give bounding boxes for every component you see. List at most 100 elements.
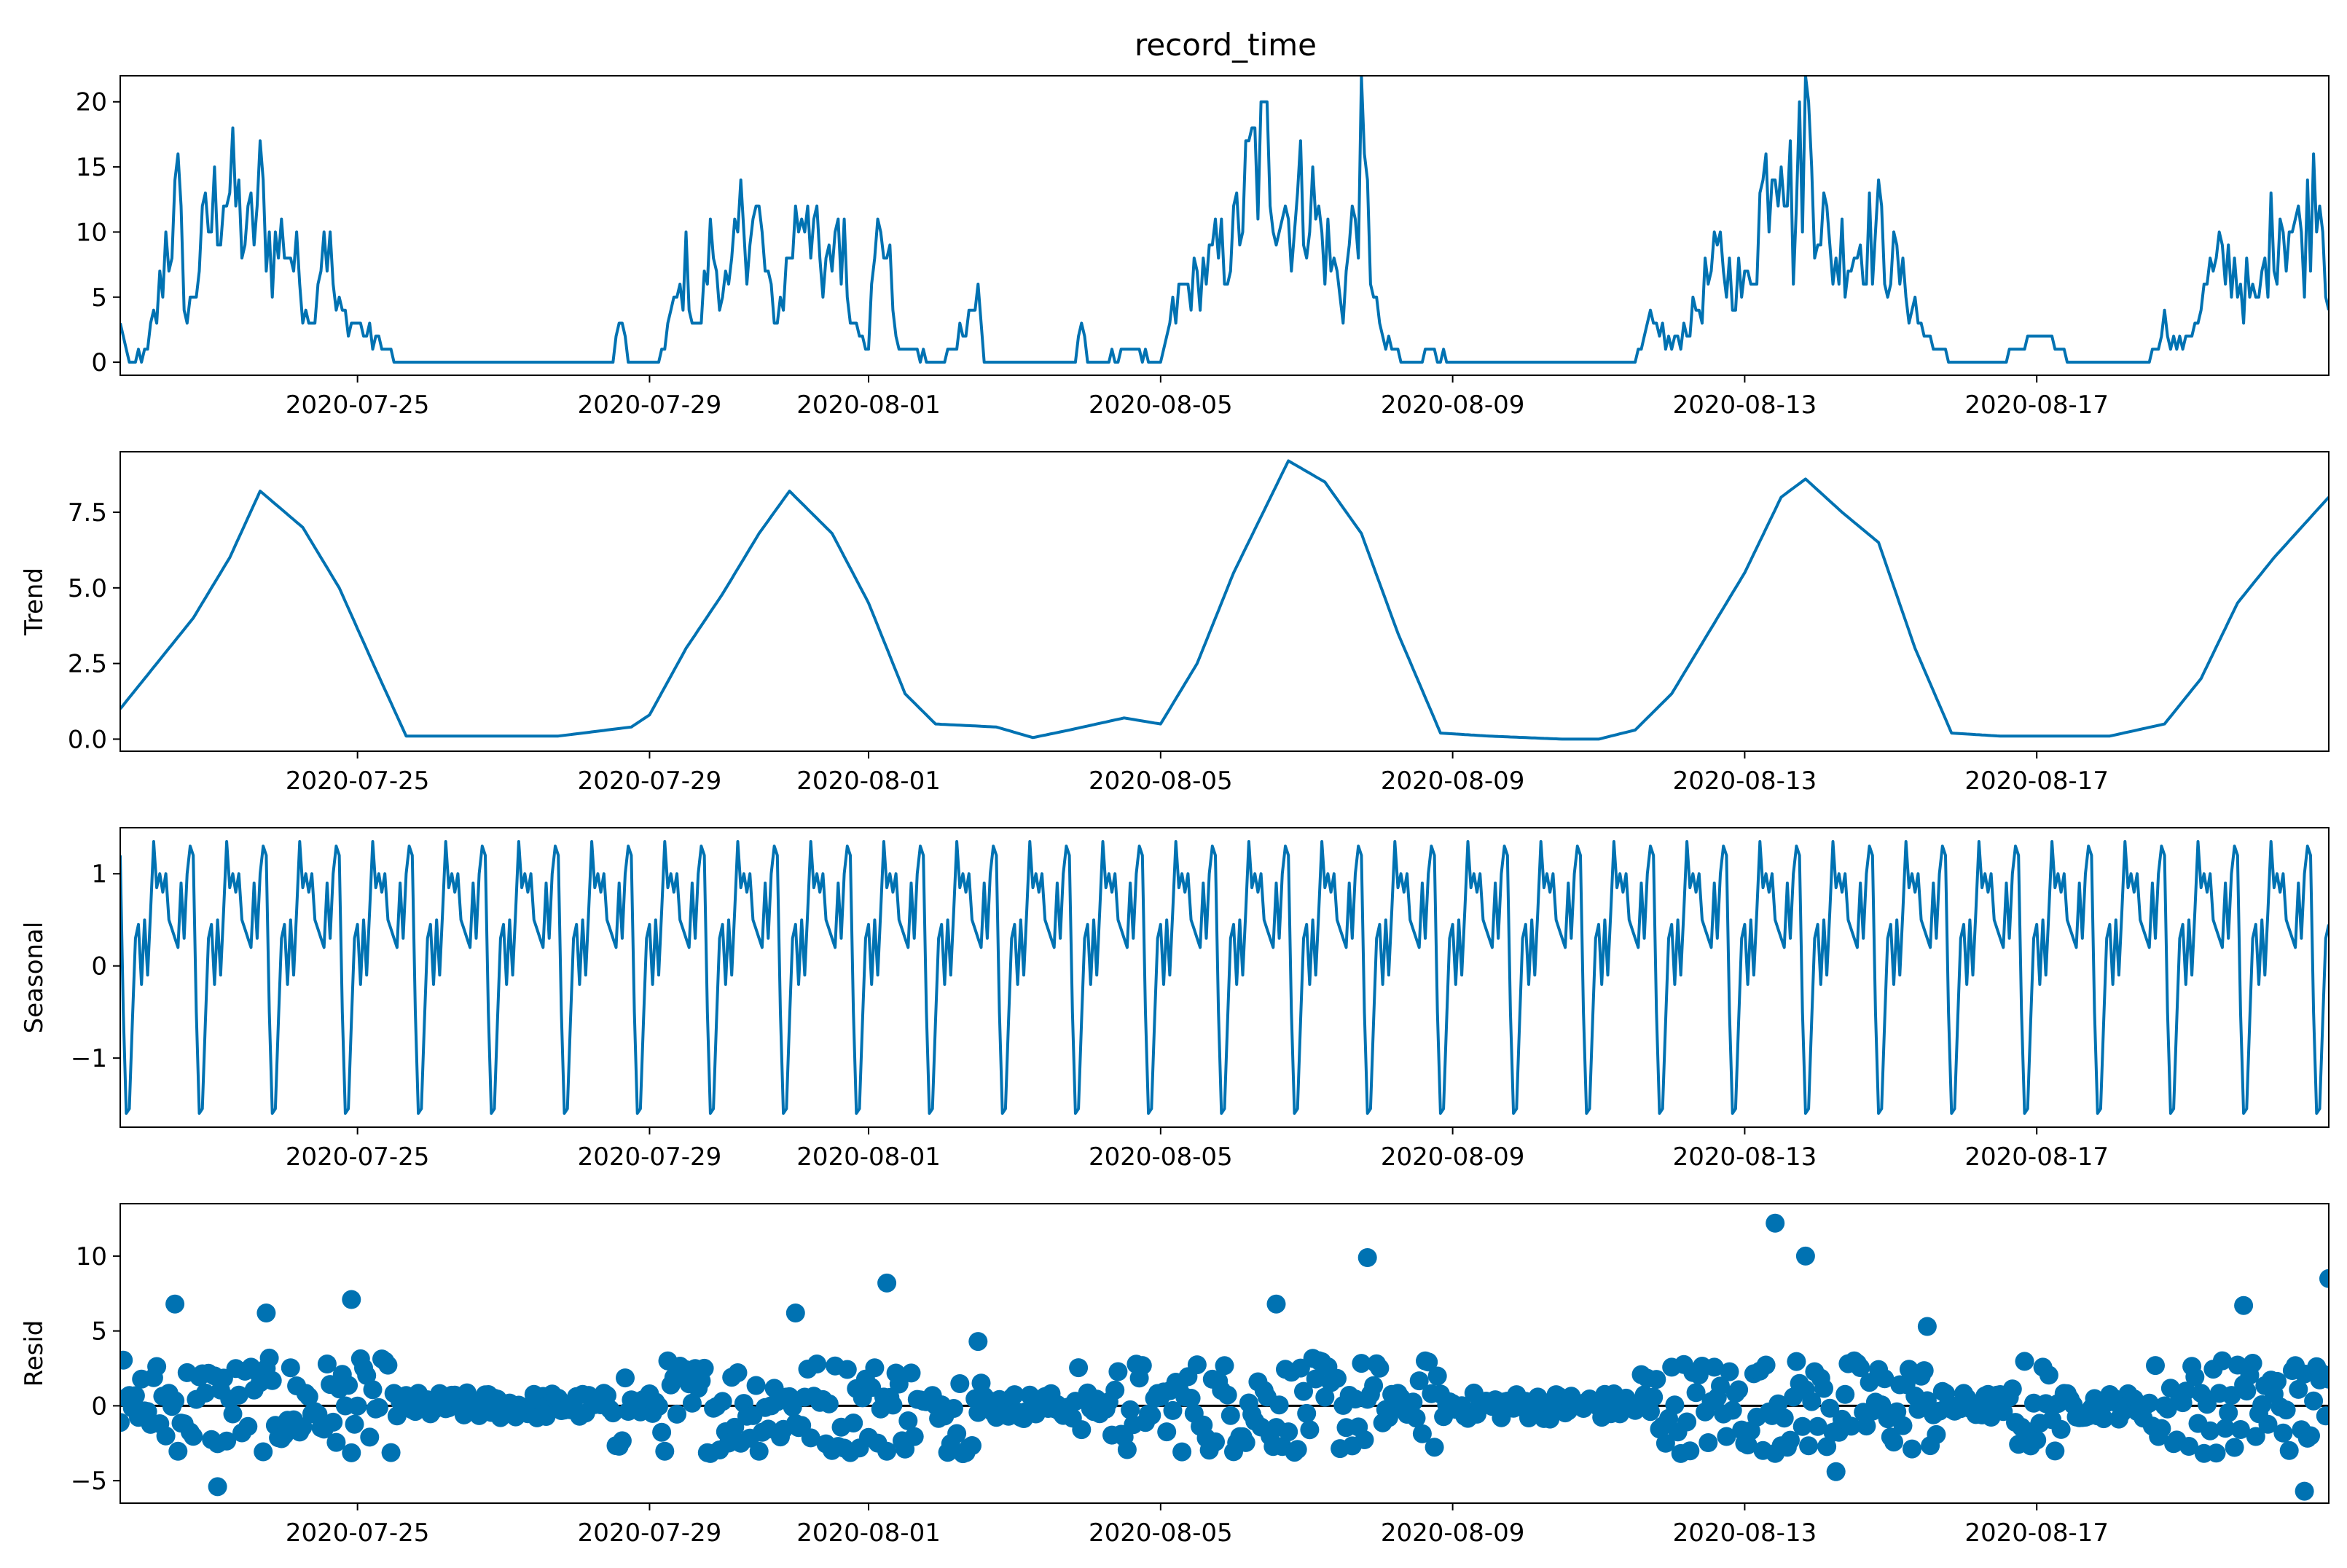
resid-point — [1315, 1387, 1335, 1407]
resid-point — [2279, 1440, 2299, 1460]
panel-trend: 0.0 2.5 5.0 7.5 2020-07-25 2020-07-29 2020-08-… — [20, 451, 2330, 796]
resid-point — [1927, 1424, 1946, 1444]
ytick-label-observed: 20 — [76, 88, 107, 117]
resid-point — [682, 1393, 702, 1413]
resid-point — [1723, 1400, 1742, 1420]
xtick-label-trend: 2020-08-17 — [1964, 767, 2109, 796]
resid-point — [1799, 1436, 1819, 1456]
resid-point — [2219, 1403, 2238, 1422]
resid-point — [649, 1397, 668, 1416]
ytick-label-seasonal: −1 — [71, 1044, 107, 1073]
resid-point — [1364, 1376, 1384, 1395]
resid-point — [317, 1355, 337, 1373]
resid-point — [217, 1431, 237, 1451]
xtick-label-seasonal: 2020-08-01 — [796, 1142, 941, 1172]
resid-point — [2152, 1419, 2171, 1438]
resid-point — [785, 1304, 805, 1322]
ytick-label-trend: 2.5 — [68, 650, 107, 679]
resid-point — [2201, 1421, 2220, 1440]
panel-observed: 0 5 10 15 20 2020-07-25 2020-07-29 2020-08-01 20… — [76, 75, 2330, 420]
resid-point — [2258, 1414, 2278, 1434]
axes-frame-trend — [119, 451, 2330, 752]
resid-point — [536, 1407, 556, 1426]
resid-point — [1425, 1438, 1444, 1457]
resid-point — [1647, 1370, 1666, 1389]
ytick-label-trend: 7.5 — [68, 498, 107, 528]
resid-point — [1370, 1358, 1390, 1378]
resid-point — [1686, 1383, 1706, 1403]
xtick-label-resid: 2020-08-13 — [1673, 1518, 1817, 1548]
resid-point — [2237, 1381, 2257, 1401]
resid-point — [1808, 1416, 1827, 1436]
resid-point — [1187, 1355, 1207, 1375]
resid-point — [1105, 1380, 1125, 1400]
resid-point — [120, 1413, 130, 1432]
resid-point — [819, 1394, 839, 1414]
panel-seasonal: −1 0 1 2020-07-25 2020-07-29 2020-08-01 2020-0… — [20, 827, 2330, 1172]
resid-point — [1206, 1432, 1225, 1451]
resid-point — [360, 1427, 380, 1447]
resid-point — [1841, 1416, 1861, 1436]
resid-point — [1656, 1433, 1675, 1453]
resid-point — [1792, 1416, 1812, 1436]
ytick-label-trend: 5.0 — [68, 574, 107, 603]
resid-point — [238, 1416, 258, 1436]
resid-point — [2206, 1443, 2226, 1463]
xtick-label-seasonal: 2020-08-09 — [1381, 1142, 1525, 1172]
resid-point — [2045, 1441, 2065, 1461]
resid-point — [1236, 1432, 1255, 1452]
resid-point — [694, 1358, 714, 1378]
ytick-label-observed: 10 — [76, 218, 107, 247]
resid-point — [1677, 1412, 1697, 1432]
resid-point — [1835, 1384, 1855, 1404]
resid-point — [324, 1412, 343, 1432]
resid-point — [1717, 1427, 1736, 1446]
xtick-label-trend: 2020-08-01 — [796, 767, 941, 796]
xtick-label-resid: 2020-08-01 — [796, 1518, 941, 1548]
resid-point — [1704, 1357, 1724, 1377]
resid-point — [1072, 1420, 1092, 1440]
resid-point — [293, 1417, 313, 1437]
ytick-label-resid: 0 — [91, 1392, 107, 1421]
resid-point — [1427, 1366, 1447, 1386]
resid-point — [1802, 1392, 1822, 1411]
resid-point — [1768, 1394, 1788, 1414]
ylabel-trend: Trend — [20, 568, 49, 636]
resid-point — [2319, 1369, 2329, 1389]
resid-point — [2276, 1400, 2296, 1420]
xtick-label-resid: 2020-07-25 — [286, 1518, 430, 1548]
xtick-label-trend: 2020-07-25 — [286, 767, 430, 796]
resid-point — [2230, 1420, 2250, 1439]
resid-point — [1903, 1439, 1921, 1459]
resid-point — [2268, 1371, 2287, 1391]
resid-point — [801, 1428, 820, 1448]
resid-point — [889, 1374, 909, 1394]
resid-point — [1220, 1406, 1240, 1425]
resid-point — [1774, 1408, 1794, 1428]
resid-point — [1641, 1402, 1660, 1422]
xtick-label-observed: 2020-08-13 — [1673, 391, 1817, 420]
resid-point — [1297, 1403, 1317, 1423]
resid-point — [195, 1383, 215, 1403]
resid-point — [2015, 1352, 2034, 1371]
resid-point — [1157, 1422, 1177, 1442]
resid-point — [1352, 1354, 1371, 1373]
resid-point — [2216, 1419, 2236, 1438]
line-seasonal — [120, 840, 2329, 1115]
resid-point — [1917, 1317, 1937, 1336]
line-observed — [120, 76, 2329, 364]
resid-point — [1379, 1408, 1398, 1427]
resid-point — [345, 1414, 364, 1434]
resid-point — [1409, 1371, 1429, 1391]
resid-point — [616, 1368, 635, 1388]
xtick-label-seasonal: 2020-08-17 — [1964, 1142, 2109, 1172]
resid-point — [2316, 1406, 2329, 1426]
resid-point — [1294, 1381, 1313, 1401]
resid-point — [1665, 1395, 1685, 1415]
ytick-label-trend: 0.0 — [68, 725, 107, 754]
xtick-label-seasonal: 2020-07-29 — [578, 1142, 722, 1172]
resid-point — [963, 1436, 981, 1455]
xtick-label-trend: 2020-08-05 — [1089, 767, 1233, 796]
